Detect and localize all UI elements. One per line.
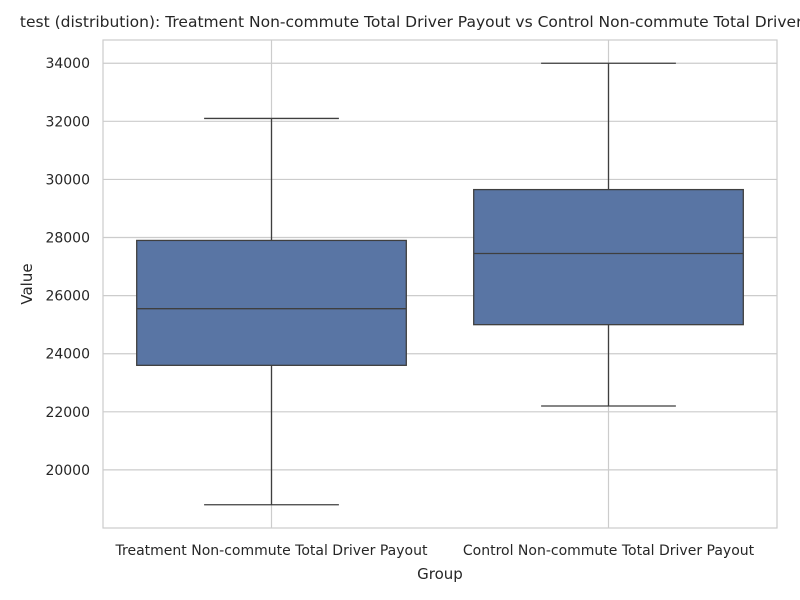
x-tick-labels: Treatment Non-commute Total Driver Payou… <box>115 543 755 559</box>
chart-title: test (distribution): Treatment Non-commu… <box>20 13 800 31</box>
y-tick-label: 32000 <box>45 114 90 130</box>
y-tick-label: 20000 <box>45 463 90 479</box>
y-tick-label: 28000 <box>45 231 90 247</box>
y-tick-label: 22000 <box>45 405 90 421</box>
plot-frame <box>102 39 778 529</box>
iqr-box <box>473 188 744 326</box>
box-group <box>473 62 744 407</box>
y-axis-label: Value <box>18 263 36 304</box>
y-tick-labels: 20000 22000 24000 26000 28000 30000 32000 34000 <box>45 56 90 479</box>
y-tick-label: 26000 <box>45 289 90 305</box>
box-group <box>136 117 407 506</box>
y-tick-label: 30000 <box>45 172 90 188</box>
x-tick-label: Control Non-commute Total Driver Payout <box>463 543 755 559</box>
iqr-box <box>136 239 407 366</box>
y-tick-label: 24000 <box>45 347 90 363</box>
boxes-layer <box>136 62 744 506</box>
y-tick-label: 34000 <box>45 56 90 72</box>
x-tick-label: Treatment Non-commute Total Driver Payou… <box>115 543 428 559</box>
x-axis-label: Group <box>417 565 463 583</box>
